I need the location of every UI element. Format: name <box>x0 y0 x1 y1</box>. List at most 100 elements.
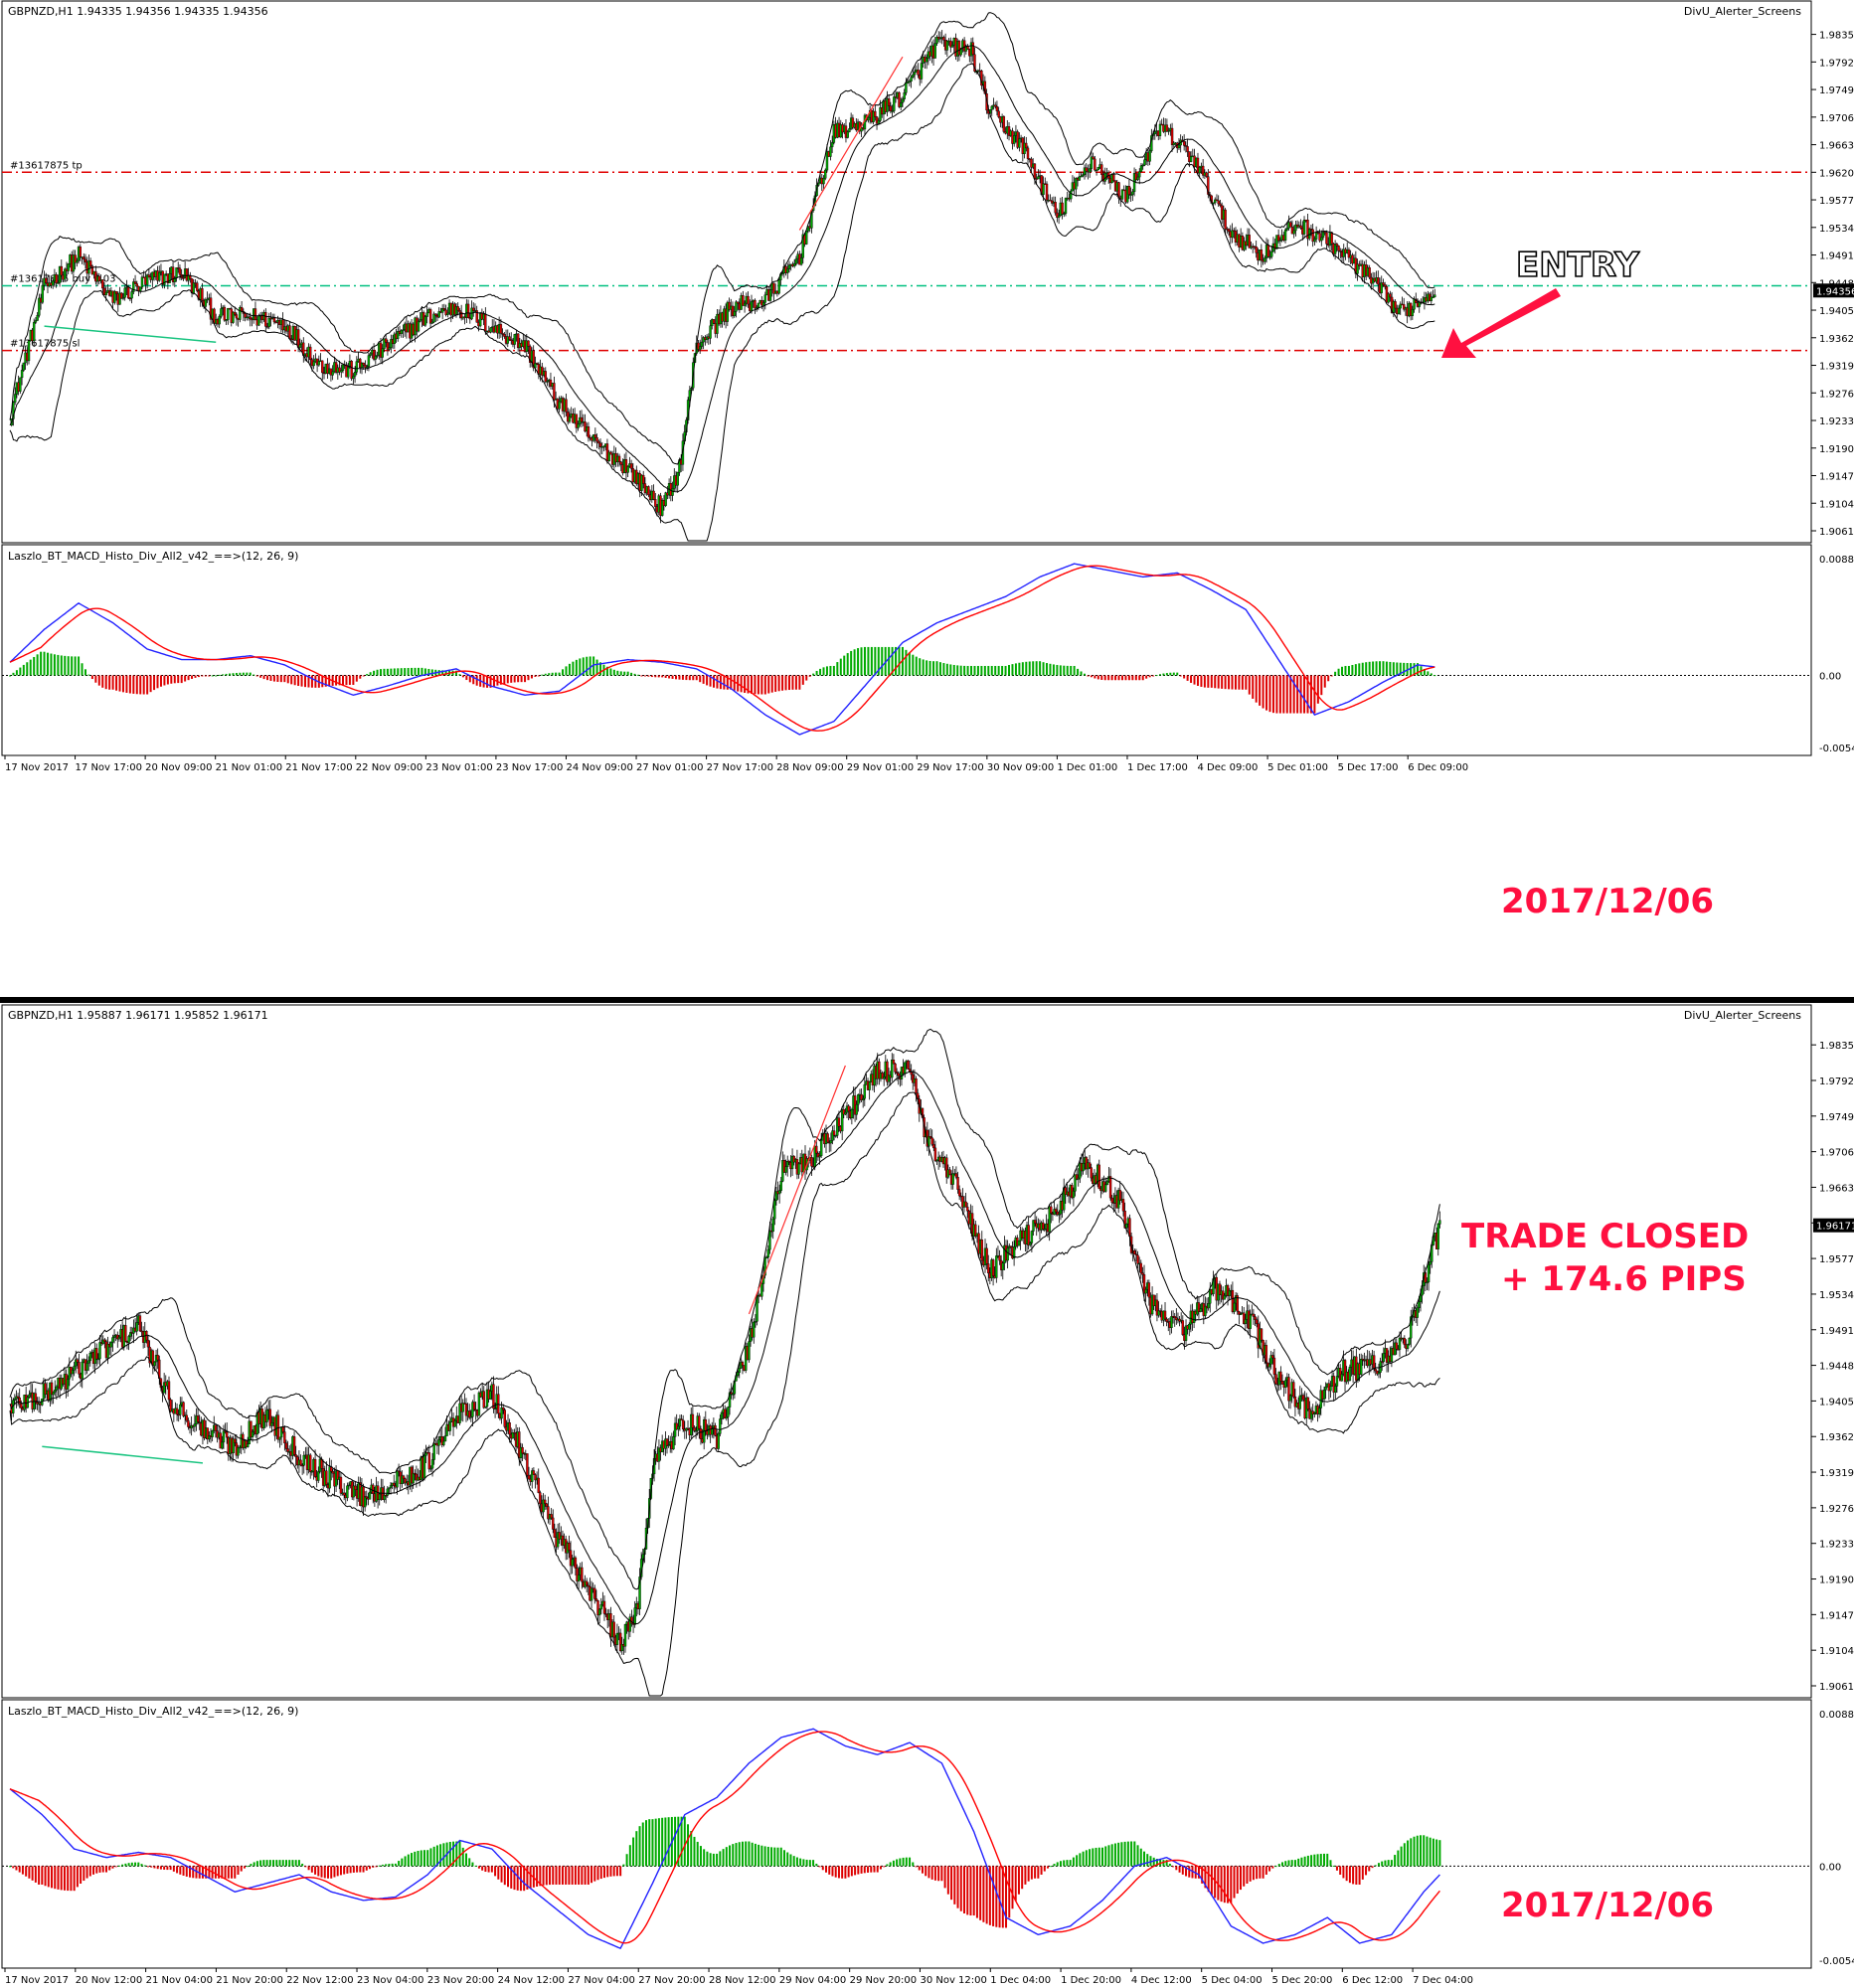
candle-body <box>365 1496 368 1499</box>
candle-body <box>64 268 67 280</box>
candle-body <box>352 1485 356 1498</box>
macd-hist-bar <box>429 1848 432 1867</box>
macd-hist-bar <box>664 1817 667 1867</box>
macd-hist-bar <box>1032 661 1035 676</box>
macd-hist-bar <box>1083 673 1086 676</box>
x-tick-label: 29 Nov 01:00 <box>847 762 914 773</box>
symbol-header: GBPNZD,H1 1.94335 1.94356 1.94335 1.9435… <box>8 5 268 18</box>
candle-body <box>1157 1310 1160 1316</box>
candle-body <box>1147 1282 1151 1298</box>
candle-body <box>935 1159 938 1162</box>
macd-hist-bar <box>1241 675 1244 690</box>
candle-body <box>895 1072 899 1075</box>
macd-hist-bar <box>25 1866 28 1877</box>
macd-hist-bar <box>1438 1840 1441 1867</box>
x-tick-label: 29 Nov 20:00 <box>850 1975 917 1986</box>
macd-hist-bar <box>860 647 863 676</box>
candle-body <box>1069 190 1073 200</box>
macd-hist-bar <box>1011 1866 1014 1909</box>
candle-body <box>1214 199 1217 204</box>
macd-hist-bar <box>763 1846 766 1867</box>
candle-body <box>748 1341 751 1361</box>
price-tick-label: 1.94910 <box>1819 251 1854 262</box>
macd-hist-bar <box>121 1864 124 1867</box>
macd-hist-bar <box>348 675 351 685</box>
macd-hist-bar <box>786 1852 789 1867</box>
candle-body <box>124 1325 127 1342</box>
candle-body <box>171 266 175 282</box>
macd-hist-bar <box>423 668 426 676</box>
candle-body <box>891 110 894 112</box>
candle-body <box>904 1062 907 1075</box>
candle-body <box>501 1408 505 1410</box>
candle-body <box>1377 277 1380 285</box>
candle-body <box>437 311 440 318</box>
candle-body <box>1347 249 1351 258</box>
macd-hist-bar <box>324 675 327 687</box>
candle-body <box>1332 1376 1335 1393</box>
candle-body <box>346 1485 349 1499</box>
macd-hist-bar <box>950 1866 953 1901</box>
candle-body <box>270 1422 273 1426</box>
candle-body <box>446 312 449 315</box>
candle-body <box>877 120 880 124</box>
candle-body <box>412 1472 415 1484</box>
macd-hist-bar <box>482 675 485 688</box>
candle-body <box>444 309 447 315</box>
macd-hist-bar <box>623 671 626 676</box>
macd-hist-bar <box>1042 662 1045 676</box>
price-tick-label: 1.95340 <box>1819 224 1854 235</box>
candle-body <box>987 1263 990 1273</box>
candle-body <box>1056 1211 1059 1216</box>
candle-body <box>44 1383 47 1395</box>
candle-body <box>677 1425 680 1430</box>
macd-hist-bar <box>1204 1866 1207 1889</box>
macd-hist-bar <box>774 675 777 692</box>
candle-body <box>1049 199 1052 202</box>
candle-body <box>1158 123 1162 136</box>
macd-hist-bar <box>83 1866 85 1882</box>
macd-hist-bar <box>503 1866 506 1886</box>
macd-hist-bar <box>394 1863 397 1867</box>
macd-hist-bar <box>314 675 317 688</box>
macd-hist-bar <box>926 660 928 676</box>
macd-hist-bar <box>1374 1865 1377 1867</box>
macd-hist-bar <box>1377 1863 1380 1867</box>
candle-body <box>534 363 537 369</box>
candle-body <box>1283 230 1287 242</box>
candle-body <box>376 355 379 357</box>
macd-hist-bar <box>725 1847 728 1867</box>
candle-body <box>60 265 64 276</box>
candle-body <box>432 1442 435 1460</box>
candle-body <box>881 1073 884 1079</box>
candle-body <box>235 314 239 319</box>
candle-body <box>178 267 182 275</box>
candle-body <box>908 81 912 83</box>
candle-body <box>466 303 470 318</box>
candle-body <box>568 415 572 422</box>
candle-body <box>575 414 579 428</box>
candle-body <box>1155 1299 1159 1316</box>
candle-body <box>629 463 633 469</box>
macd-hist-bar <box>339 1866 342 1876</box>
x-tick-label: 7 Dec 04:00 <box>1413 1975 1473 1986</box>
candle-body <box>1192 1310 1196 1323</box>
macd-hist-bar <box>284 1860 287 1867</box>
macd-hist-bar <box>400 668 403 676</box>
candle-body <box>848 128 851 132</box>
candle-body <box>1090 156 1094 169</box>
candle-body <box>750 301 754 311</box>
macd-hist-bar <box>767 675 770 694</box>
macd-hist-bar <box>484 1866 487 1873</box>
macd-hist-bar <box>346 1866 349 1874</box>
macd-hist-bar <box>952 664 955 676</box>
candle-body <box>302 1454 305 1466</box>
candle-body <box>206 298 209 301</box>
macd-hist-bar <box>638 1826 641 1867</box>
candle-body <box>673 1422 677 1437</box>
candle-body <box>453 1420 456 1427</box>
candle-body <box>388 347 391 350</box>
candle-body <box>537 1477 540 1493</box>
macd-hist-bar <box>300 675 303 687</box>
